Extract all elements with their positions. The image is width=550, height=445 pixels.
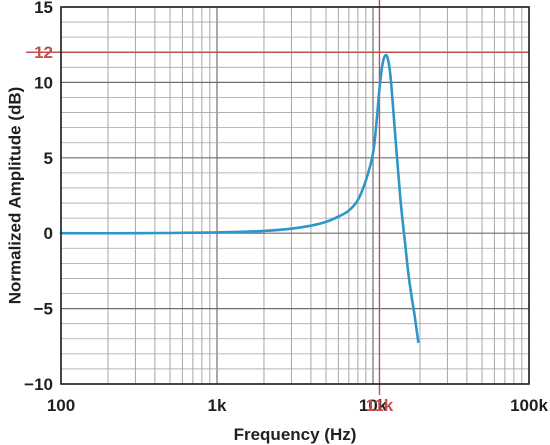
y-tick-label: −5 <box>34 300 53 319</box>
x-tick-label: 1k <box>208 396 227 415</box>
x-axis-title: Frequency (Hz) <box>234 425 357 444</box>
x-tick-label: 10k <box>359 396 388 415</box>
y-axis-title: Normalized Amplitude (dB) <box>5 87 24 305</box>
y-tick-label: 0 <box>44 224 53 243</box>
y-marker-label: 12 <box>34 43 53 62</box>
x-tick-label: 100 <box>47 396 75 415</box>
y-tick-label: −10 <box>24 375 53 394</box>
x-tick-label: 100k <box>510 396 548 415</box>
x-marker-label: 11k <box>366 396 394 415</box>
y-tick-label: 10 <box>34 73 53 92</box>
y-tick-label: 5 <box>44 149 53 168</box>
tick-labels: 100 1k 10k 100k 15 10 5 0 −5 −10 11k 12 <box>24 0 548 415</box>
curve-layer <box>59 53 420 344</box>
response-curve <box>59 53 420 344</box>
grid-lines <box>60 6 530 385</box>
marker-lines <box>26 0 529 395</box>
plot-frame <box>60 6 530 385</box>
y-tick-label: 15 <box>34 0 53 17</box>
